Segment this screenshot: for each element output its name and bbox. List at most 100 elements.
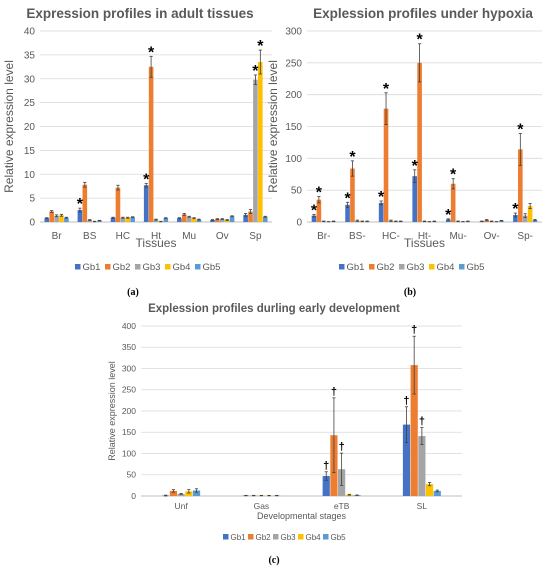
chart-title: Expression profiles in adult tissues (26, 6, 253, 21)
legend-swatch-gb3 (135, 264, 141, 270)
bar-gb2-hc (115, 187, 121, 222)
bar-gb4-ov (224, 220, 230, 222)
legend-swatch-gb2 (105, 264, 111, 270)
significance-marker: † (411, 324, 417, 336)
bar-gb4-hc (125, 217, 131, 222)
x-tick-label: HC- (382, 231, 400, 242)
legend-label-gb3: Gb3 (281, 533, 297, 542)
significance-marker: * (378, 189, 385, 206)
x-axis-label: Tissues (404, 236, 445, 250)
bar-gb1-mu (445, 219, 451, 222)
bar-gb1-sl (402, 424, 411, 496)
bar-gb2-sp (518, 149, 523, 222)
y-tick-label: 35 (24, 50, 36, 61)
bar-gb2-br (316, 199, 322, 222)
bar-gb4-sl (425, 484, 434, 496)
bar-gb1-br (311, 215, 317, 222)
bar-gb1-ht (412, 176, 417, 222)
x-tick-label: Br- (317, 231, 330, 242)
y-tick-label: 20 (24, 122, 36, 133)
significance-marker: † (403, 395, 409, 407)
legend-swatch-gb2 (248, 534, 254, 540)
y-tick-label: 40 (24, 27, 36, 38)
y-tick-label: 250 (285, 58, 302, 69)
significance-marker: * (450, 167, 457, 184)
significance-marker: † (331, 386, 337, 398)
significance-marker: * (344, 190, 351, 207)
bar-gb3-sp (253, 79, 258, 222)
significance-marker: * (311, 202, 318, 219)
bar-gb2-ov (215, 219, 220, 222)
bar-gb2-ht (417, 62, 422, 223)
y-axis-label: Relative expression level (107, 361, 117, 461)
significance-marker: * (412, 158, 419, 175)
chart-title: Explession profiles under hypoxia (313, 6, 533, 21)
bar-gb2-br (49, 211, 54, 222)
bar-gb3-mu (186, 216, 192, 222)
x-tick-label: Ht- (418, 231, 431, 242)
legend-swatch-gb4 (298, 534, 304, 540)
y-tick-label: 150 (122, 427, 136, 437)
bar-gb5-ht (163, 218, 169, 222)
y-tick-label: 300 (122, 363, 136, 373)
legend-label-gb5: Gb5 (331, 533, 347, 542)
x-axis-label: Tissues (136, 236, 177, 250)
x-tick-label: Mu (182, 231, 196, 242)
chart-panel-a: Expression profiles in adult tissues 0 5 10… (2, 6, 272, 298)
bar-gb2-unf (169, 490, 178, 496)
bar-gb1-hc (378, 202, 384, 222)
bar-gb1-sp (513, 214, 518, 222)
y-tick-label: 400 (122, 321, 136, 331)
y-tick-label: 5 (29, 194, 35, 205)
legend-label-gb1: Gb1 (347, 262, 365, 273)
legend-swatch-gb1 (75, 264, 81, 270)
significance-marker: * (512, 201, 519, 218)
bar-gb5-hc (130, 217, 135, 222)
x-tick-label: HC (116, 231, 130, 242)
significance-marker: * (416, 32, 423, 49)
y-tick-label: 10 (24, 170, 36, 181)
y-tick-label: 250 (122, 385, 136, 395)
legend-swatch-gb1 (223, 534, 229, 540)
x-tick-label: Ov (216, 231, 229, 242)
legend-label-gb1: Gb1 (231, 533, 247, 542)
x-tick-label: Gas (254, 501, 270, 511)
bar-gb5-sl (433, 490, 441, 496)
legend-swatch-gb4 (165, 264, 171, 270)
legend-swatch-gb5 (195, 264, 201, 270)
y-axis-label: Relative expression level (2, 60, 16, 193)
y-tick-label: 0 (296, 218, 302, 229)
bar-gb3-hc (120, 217, 126, 222)
bar-gb1-etb (322, 476, 330, 496)
chart-title: Explession profiles durling early develo… (148, 303, 400, 315)
bar-gb3-ov (219, 219, 225, 222)
significance-marker: * (316, 185, 323, 202)
legend-swatch-gb3 (399, 264, 405, 270)
significance-marker: * (257, 38, 264, 55)
bar-gb4-br (59, 215, 64, 222)
significance-marker: * (517, 122, 524, 139)
x-tick-label: Mu- (449, 231, 466, 242)
y-tick-label: 50 (127, 470, 137, 480)
y-tick-label: 25 (24, 98, 36, 109)
bar-gb4-sp (258, 62, 263, 222)
bar-gb2-sl (410, 365, 418, 496)
y-tick-label: 100 (122, 448, 136, 458)
bar-gb2-sp (248, 211, 253, 222)
legend-label-gb4: Gb4 (306, 533, 322, 542)
x-tick-label: BS (83, 231, 97, 242)
legend-swatch-gb5 (459, 264, 465, 270)
bar-gb2-bs (82, 184, 88, 222)
bar-gb3-sp (522, 215, 528, 222)
legend-swatch-gb5 (323, 534, 329, 540)
x-tick-label: eTB (334, 501, 350, 511)
x-tick-label: BS- (349, 231, 366, 242)
x-tick-label: Sp- (517, 231, 533, 242)
legend-label-gb5: Gb5 (203, 262, 221, 273)
significance-marker: * (252, 63, 259, 80)
legend-swatch-gb2 (369, 264, 375, 270)
significance-marker: * (349, 149, 356, 166)
x-axis-label: Developmental stages (257, 511, 347, 521)
x-tick-label: SL (417, 501, 428, 511)
